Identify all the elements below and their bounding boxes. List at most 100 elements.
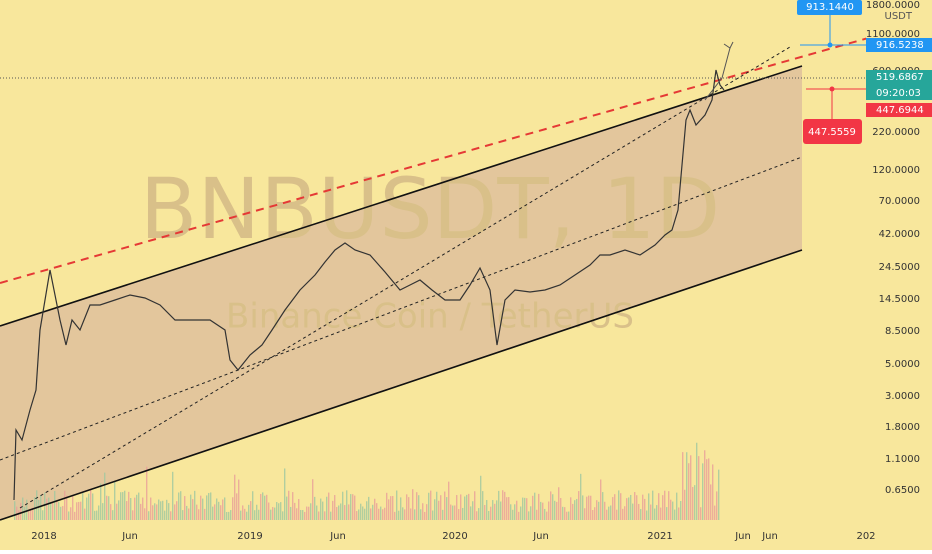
volume-bar	[578, 491, 580, 520]
volume-bar	[620, 493, 622, 520]
volume-bar	[170, 511, 172, 520]
volume-bar	[66, 495, 68, 520]
volume-bar	[674, 509, 676, 520]
volume-bar	[402, 507, 404, 520]
volume-bar	[608, 506, 610, 520]
volume-bar	[712, 464, 714, 520]
volume-bar	[610, 505, 612, 520]
volume-bar	[714, 505, 716, 520]
midline-dashed	[0, 156, 803, 461]
volume-bar	[484, 505, 486, 520]
volume-bar	[168, 503, 170, 520]
volume-bar	[700, 507, 702, 520]
volume-bar	[438, 500, 440, 520]
volume-bar	[140, 503, 142, 520]
volume-bar	[188, 508, 190, 520]
volume-bar	[292, 492, 294, 520]
volume-bar	[18, 510, 20, 520]
volume-bar	[134, 497, 136, 520]
volume-bar	[718, 469, 720, 520]
volume-bar	[180, 491, 182, 520]
volume-bar	[422, 503, 424, 520]
volume-bar	[160, 501, 162, 520]
volume-bar	[194, 490, 196, 520]
volume-bar	[408, 497, 410, 520]
volume-bar	[94, 510, 96, 520]
volume-bar	[82, 492, 84, 520]
price-label: 0.6500	[885, 485, 920, 496]
volume-bar	[650, 504, 652, 520]
volume-bar	[360, 503, 362, 520]
volume-bar	[392, 496, 394, 520]
volume-bar	[276, 502, 278, 520]
volume-bar	[88, 493, 90, 520]
volume-bar	[328, 492, 330, 520]
volume-bar	[68, 511, 70, 520]
volume-bar	[666, 507, 668, 520]
volume-bar	[612, 497, 614, 520]
volume-bar	[340, 503, 342, 520]
volume-bar	[418, 495, 420, 520]
volume-bar	[364, 508, 366, 520]
volume-bar	[228, 511, 230, 520]
volume-bar	[64, 490, 66, 520]
volume-bar	[336, 506, 338, 520]
volume-bar	[518, 511, 520, 520]
volume-bar	[282, 511, 284, 520]
volume-bar	[530, 506, 532, 520]
volume-bar	[430, 490, 432, 520]
volume-bar	[568, 511, 570, 520]
volume-bar	[682, 452, 684, 520]
volume-bar	[486, 500, 488, 520]
volume-bar	[586, 496, 588, 520]
volume-bar	[368, 496, 370, 520]
volume-bar	[508, 497, 510, 520]
volume-bar	[58, 502, 60, 520]
volume-bar	[542, 502, 544, 520]
volume-bar	[566, 511, 568, 520]
price-label: 1800.0000	[866, 0, 920, 11]
volume-bar	[554, 500, 556, 520]
volume-bar	[116, 503, 118, 520]
volume-bar	[648, 493, 650, 520]
volume-bar	[304, 511, 306, 520]
volume-bar	[122, 492, 124, 520]
price-label: 70.0000	[879, 196, 920, 207]
volume-bar	[216, 498, 218, 520]
volume-bar	[466, 494, 468, 520]
volume-bar	[272, 507, 274, 520]
volume-bar	[312, 479, 314, 520]
volume-bar	[142, 497, 144, 520]
volume-bar	[52, 502, 54, 520]
volume-bar	[36, 490, 38, 520]
volume-bar	[668, 491, 670, 520]
volume-bar	[220, 505, 222, 520]
stop-box	[803, 119, 862, 144]
volume-bar	[464, 496, 466, 520]
price-scale: 1800.00001100.0000600.0000220.0000120.00…	[866, 0, 920, 496]
volume-bar	[434, 499, 436, 520]
volume-bar	[232, 497, 234, 520]
time-label: 202	[856, 531, 875, 542]
volume-bar	[704, 450, 706, 520]
volume-bar	[126, 501, 128, 520]
volume-bar	[60, 506, 62, 520]
volume-bar	[614, 494, 616, 520]
projection-arrow	[704, 47, 731, 101]
volume-bar	[564, 507, 566, 520]
stop-price-tag	[866, 103, 932, 117]
volume-bar	[156, 504, 158, 520]
volume-bar	[678, 507, 680, 520]
volume-bar	[322, 501, 324, 520]
volume-bar	[374, 498, 376, 520]
volume-bar	[624, 506, 626, 520]
volume-bar	[250, 501, 252, 520]
volume-bar	[284, 468, 286, 520]
volume-bar	[252, 491, 254, 520]
volume-bar	[514, 504, 516, 520]
volume-bar	[118, 500, 120, 520]
volume-bar	[350, 494, 352, 520]
volume-bar	[56, 501, 58, 520]
volume-bar	[202, 498, 204, 520]
price-path	[13, 69, 725, 501]
